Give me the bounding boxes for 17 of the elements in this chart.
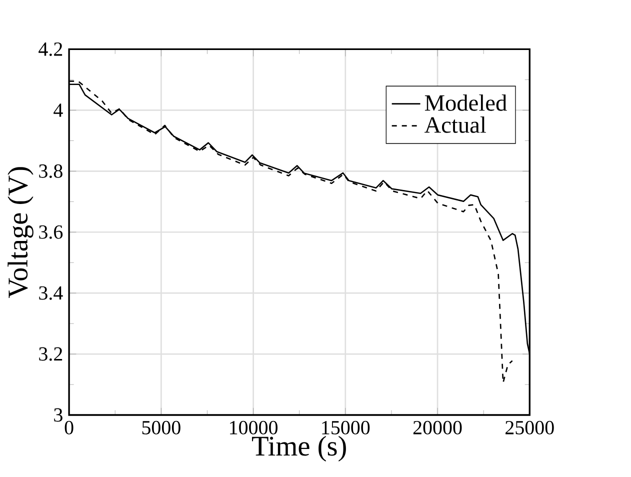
y-tick-label: 3.2	[39, 347, 62, 361]
x-tick-label: 10000	[230, 420, 278, 434]
x-tick-label: 0	[64, 420, 74, 434]
x-tick-label: 15000	[322, 420, 370, 434]
y-tick-label: 4.2	[38, 42, 62, 56]
x-tick-label: 20000	[413, 420, 462, 434]
y-tick-label: 3.8	[39, 164, 62, 178]
y-axis-title: Voltage (V)	[8, 167, 34, 298]
legend-label: Modeled	[424, 94, 507, 111]
x-tick-label: 25000	[506, 420, 554, 434]
y-tick-label: 4	[54, 104, 63, 117]
y-tick-label: 3	[54, 408, 62, 422]
legend-label: Actual	[424, 116, 486, 133]
y-tick-label: 3.6	[39, 225, 63, 239]
y-tick-label: 3.4	[39, 286, 63, 300]
x-tick-label: 5000	[142, 420, 180, 434]
x-axis-title: Time (s)	[252, 436, 346, 462]
